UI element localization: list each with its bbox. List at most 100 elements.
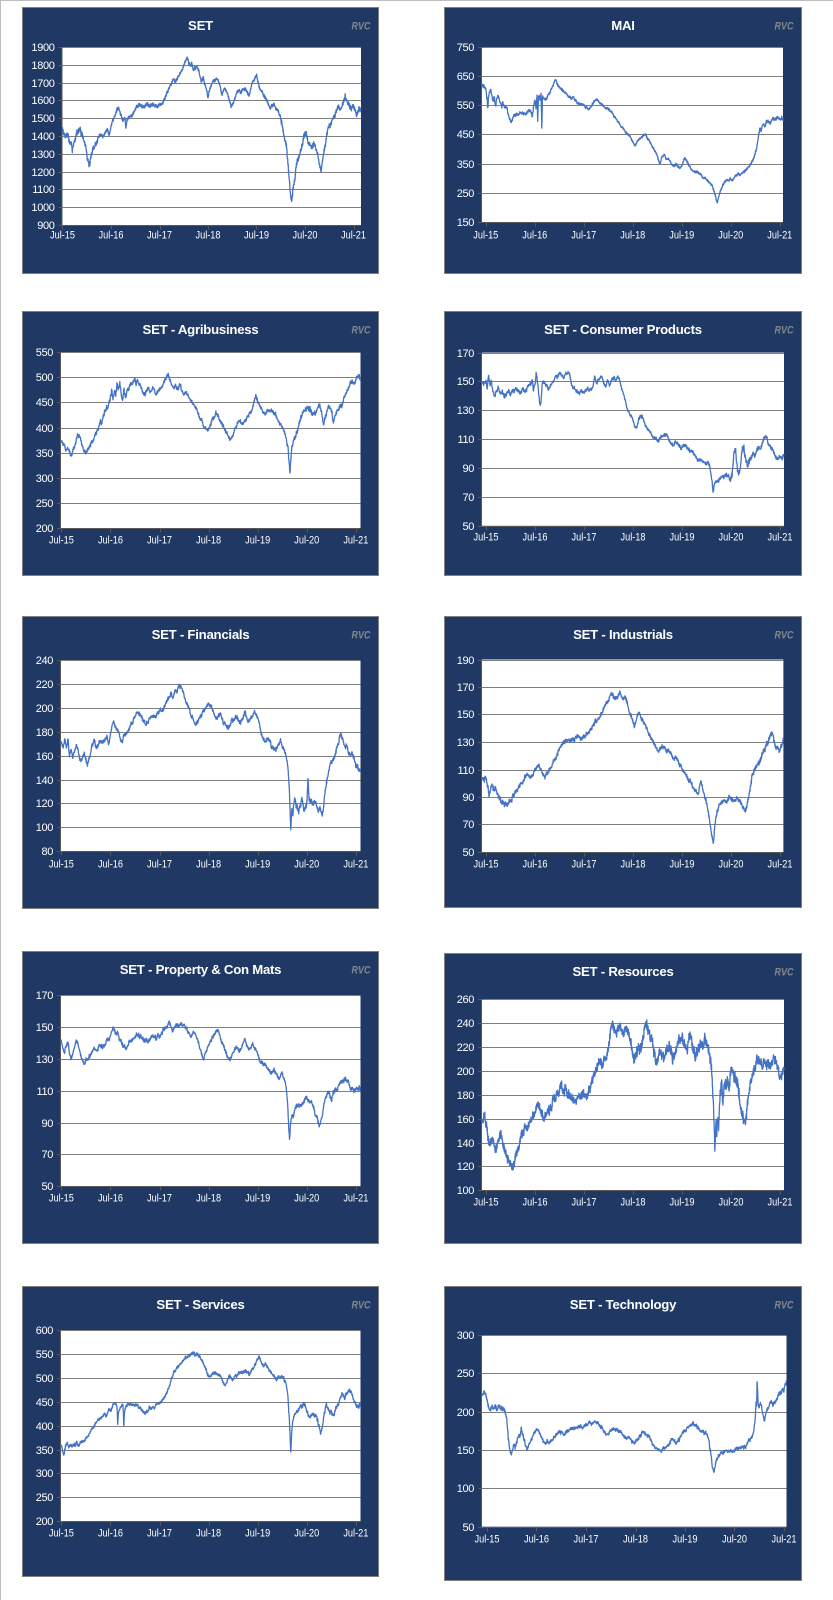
svg-text:220: 220 (36, 679, 54, 691)
svg-text:RVC: RVC (775, 1300, 795, 1312)
svg-text:90: 90 (462, 792, 474, 804)
svg-text:200: 200 (457, 1066, 475, 1078)
svg-text:Jul-17: Jul-17 (571, 230, 596, 242)
svg-text:Jul-16: Jul-16 (522, 230, 547, 242)
svg-text:Jul-18: Jul-18 (196, 535, 221, 547)
svg-text:Jul-21: Jul-21 (341, 230, 366, 242)
svg-text:Jul-15: Jul-15 (49, 859, 74, 871)
svg-text:250: 250 (36, 1492, 54, 1504)
svg-text:100: 100 (36, 822, 54, 834)
svg-text:350: 350 (457, 159, 475, 171)
svg-text:300: 300 (36, 473, 54, 485)
svg-text:Jul-17: Jul-17 (147, 1528, 172, 1540)
svg-text:180: 180 (457, 1090, 475, 1102)
svg-text:Jul-17: Jul-17 (147, 230, 172, 242)
svg-text:130: 130 (457, 737, 475, 749)
svg-text:1800: 1800 (31, 60, 54, 72)
svg-text:Jul-21: Jul-21 (343, 1528, 368, 1540)
svg-text:Jul-21: Jul-21 (343, 859, 368, 871)
svg-text:1500: 1500 (31, 113, 54, 125)
svg-text:Jul-16: Jul-16 (523, 532, 548, 544)
svg-text:120: 120 (36, 798, 54, 810)
svg-text:80: 80 (41, 846, 53, 858)
svg-text:70: 70 (462, 819, 474, 831)
svg-text:Jul-16: Jul-16 (98, 1193, 123, 1205)
svg-text:Jul-20: Jul-20 (294, 1528, 319, 1540)
svg-text:Jul-15: Jul-15 (49, 1528, 74, 1540)
svg-text:550: 550 (36, 347, 54, 359)
svg-text:1400: 1400 (31, 131, 54, 143)
svg-text:140: 140 (36, 775, 54, 787)
svg-text:Jul-18: Jul-18 (620, 230, 645, 242)
svg-text:Jul-20: Jul-20 (722, 1534, 747, 1546)
svg-text:Jul-16: Jul-16 (524, 1534, 549, 1546)
svg-text:Jul-20: Jul-20 (293, 230, 318, 242)
svg-text:50: 50 (41, 1181, 53, 1193)
svg-text:400: 400 (36, 1421, 54, 1433)
svg-text:200: 200 (36, 1516, 54, 1528)
svg-text:550: 550 (36, 1349, 54, 1361)
svg-text:110: 110 (458, 765, 475, 777)
svg-text:650: 650 (457, 71, 475, 83)
svg-text:Jul-20: Jul-20 (719, 532, 744, 544)
svg-text:Jul-16: Jul-16 (98, 535, 123, 547)
svg-text:Jul-16: Jul-16 (98, 1528, 123, 1540)
svg-text:Jul-18: Jul-18 (196, 1528, 221, 1540)
svg-text:160: 160 (36, 751, 54, 763)
svg-text:Jul-20: Jul-20 (294, 535, 319, 547)
svg-text:450: 450 (36, 1397, 54, 1409)
svg-text:Jul-18: Jul-18 (196, 230, 221, 242)
svg-text:350: 350 (36, 448, 54, 460)
svg-text:Jul-15: Jul-15 (474, 532, 499, 544)
svg-text:1300: 1300 (31, 149, 54, 161)
svg-text:150: 150 (36, 1022, 54, 1034)
svg-text:SET - Industrials: SET - Industrials (573, 627, 673, 642)
svg-text:200: 200 (457, 1407, 475, 1419)
svg-text:220: 220 (457, 1042, 475, 1054)
svg-text:180: 180 (36, 727, 54, 739)
svg-text:500: 500 (36, 1373, 54, 1385)
svg-text:Jul-17: Jul-17 (147, 535, 172, 547)
svg-text:160: 160 (457, 1114, 475, 1126)
svg-text:Jul-19: Jul-19 (670, 532, 695, 544)
svg-text:1100: 1100 (32, 184, 54, 196)
svg-text:Jul-21: Jul-21 (768, 859, 793, 871)
svg-text:90: 90 (462, 463, 474, 475)
svg-text:70: 70 (462, 492, 474, 504)
svg-text:SET - Consumer Products: SET - Consumer Products (544, 322, 702, 337)
svg-text:RVC: RVC (775, 630, 795, 642)
svg-text:260: 260 (457, 994, 475, 1006)
svg-text:Jul-15: Jul-15 (49, 535, 74, 547)
svg-text:RVC: RVC (775, 967, 795, 979)
svg-text:Jul-19: Jul-19 (673, 1534, 698, 1546)
svg-text:100: 100 (457, 1483, 475, 1495)
svg-text:500: 500 (36, 372, 54, 384)
svg-text:1200: 1200 (31, 167, 54, 179)
svg-text:RVC: RVC (352, 630, 372, 642)
svg-text:130: 130 (36, 1054, 54, 1066)
svg-text:Jul-16: Jul-16 (523, 1197, 548, 1209)
svg-text:Jul-18: Jul-18 (196, 1193, 221, 1205)
svg-text:170: 170 (457, 682, 475, 694)
svg-text:350: 350 (36, 1445, 54, 1457)
svg-text:RVC: RVC (352, 1300, 372, 1312)
svg-text:RVC: RVC (352, 325, 372, 337)
svg-text:190: 190 (457, 655, 475, 667)
svg-text:Jul-18: Jul-18 (621, 1197, 646, 1209)
svg-text:Jul-20: Jul-20 (719, 1197, 744, 1209)
svg-text:150: 150 (457, 1445, 475, 1457)
svg-text:Jul-17: Jul-17 (572, 1197, 597, 1209)
svg-text:Jul-17: Jul-17 (147, 1193, 172, 1205)
svg-text:240: 240 (36, 655, 54, 667)
svg-text:SET - Agribusiness: SET - Agribusiness (143, 322, 259, 337)
svg-text:140: 140 (457, 1138, 475, 1150)
svg-text:Jul-17: Jul-17 (572, 859, 597, 871)
svg-text:450: 450 (457, 129, 475, 141)
svg-text:SET - Technology: SET - Technology (570, 1297, 677, 1312)
svg-text:MAI: MAI (611, 18, 634, 33)
svg-text:Jul-21: Jul-21 (768, 1197, 793, 1209)
svg-text:Jul-21: Jul-21 (343, 1193, 368, 1205)
svg-text:Jul-21: Jul-21 (343, 535, 368, 547)
svg-text:300: 300 (36, 1468, 54, 1480)
svg-text:Jul-19: Jul-19 (244, 230, 269, 242)
